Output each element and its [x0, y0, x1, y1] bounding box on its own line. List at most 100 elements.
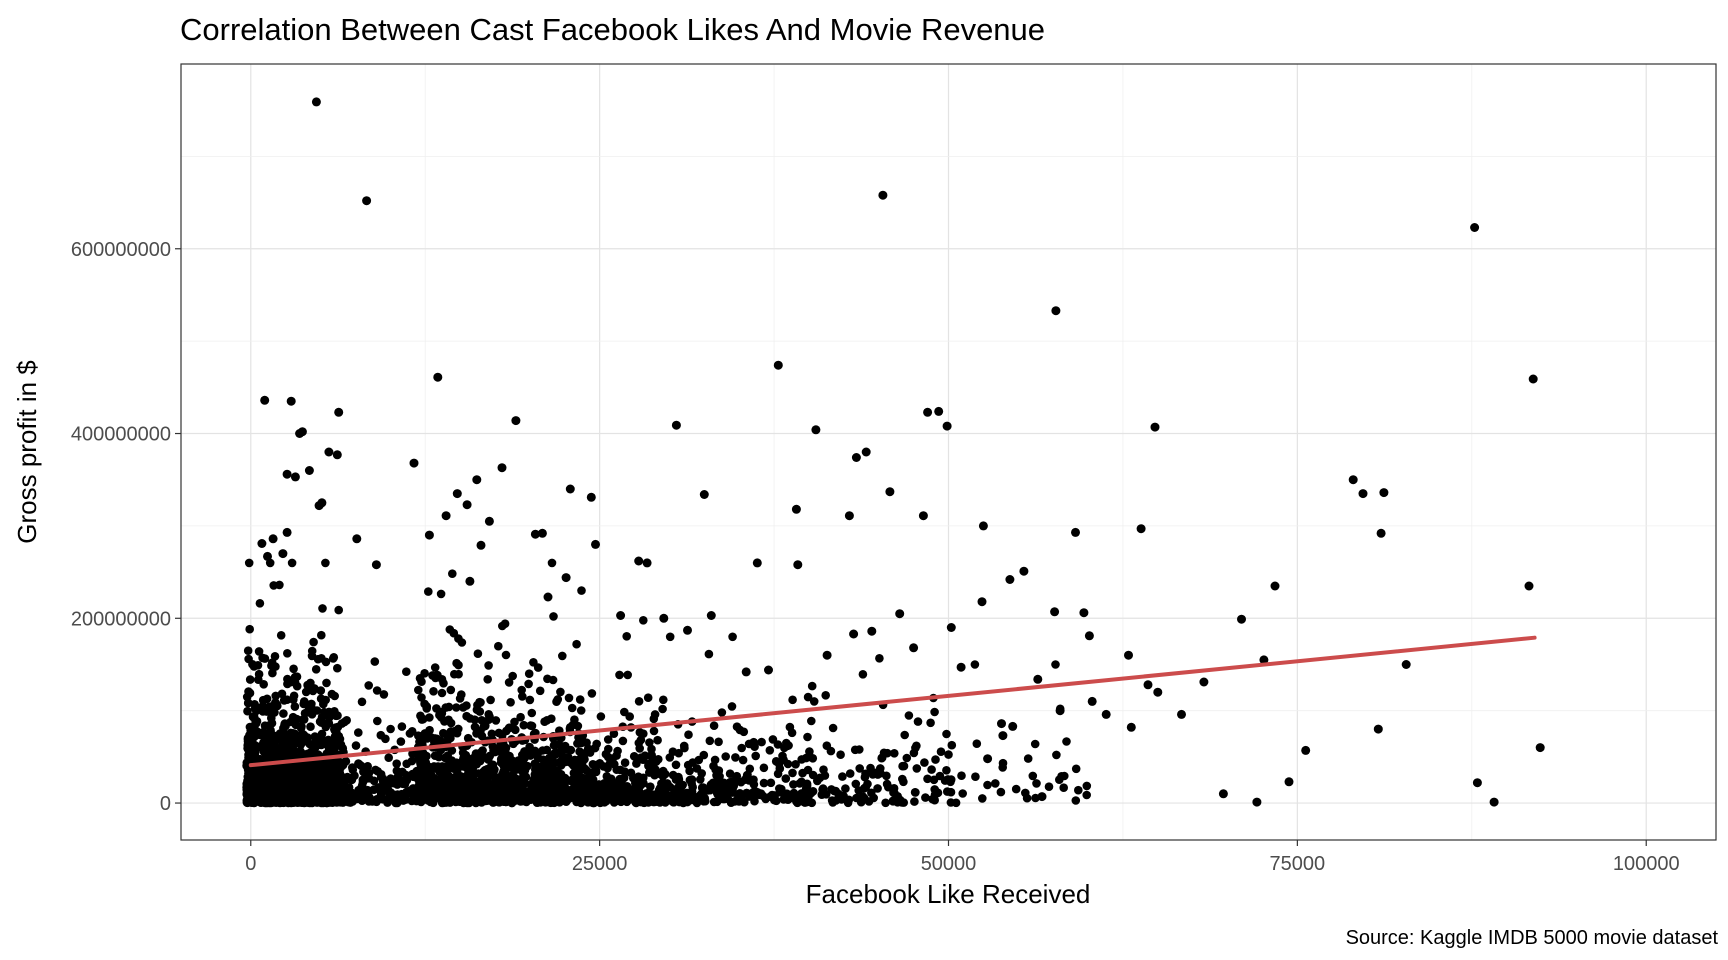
- scatter-point: [858, 670, 868, 679]
- scatter-point: [457, 690, 466, 699]
- scatter-point: [1199, 677, 1209, 687]
- scatter-point: [472, 729, 481, 738]
- scatter-point: [918, 511, 928, 521]
- scatter-point: [416, 797, 426, 806]
- scatter-point: [913, 717, 923, 726]
- scatter-point: [316, 694, 326, 703]
- scatter-point: [540, 717, 549, 726]
- scatter-point: [268, 668, 277, 678]
- scatter-point: [745, 764, 755, 774]
- scatter-point: [1143, 680, 1153, 690]
- scatter-point: [884, 782, 893, 792]
- scatter-point: [484, 661, 493, 670]
- scatter-point: [452, 489, 462, 499]
- scatter-point: [414, 775, 423, 784]
- scatter-point: [313, 783, 323, 793]
- y-tick-label: 0: [160, 793, 171, 815]
- scatter-point: [318, 604, 327, 613]
- scatter-point: [958, 789, 967, 798]
- scatter-point: [263, 745, 273, 754]
- scatter-point: [324, 719, 334, 728]
- scatter-point: [592, 739, 601, 749]
- scatter-point: [582, 774, 591, 784]
- scatter-point: [885, 487, 895, 497]
- scatter-point: [286, 750, 296, 759]
- scatter-point: [453, 764, 462, 774]
- scatter-point: [911, 788, 920, 797]
- scatter-point: [1033, 674, 1043, 684]
- scatter-point: [501, 757, 511, 767]
- scatter-point: [855, 764, 864, 773]
- scatter-point: [625, 712, 634, 721]
- scatter-point: [263, 551, 272, 561]
- scatter-point: [926, 718, 935, 728]
- scatter-point: [867, 626, 877, 636]
- scatter-point: [752, 787, 761, 797]
- scatter-point: [465, 576, 475, 586]
- scatter-point: [272, 790, 282, 800]
- scatter-point: [277, 689, 287, 699]
- y-axis-title: Gross profit in $: [12, 360, 42, 544]
- scatter-point: [904, 711, 914, 720]
- scatter-point: [286, 396, 296, 406]
- scatter-point: [503, 782, 512, 791]
- scatter-point: [527, 721, 537, 731]
- scatter-point: [260, 721, 270, 730]
- scatter-point: [788, 695, 797, 705]
- scatter-point: [620, 758, 630, 767]
- scatter-point: [284, 794, 294, 803]
- scatter-point: [712, 797, 722, 807]
- scatter-point: [978, 521, 988, 531]
- scatter-point: [281, 769, 291, 779]
- scatter-point: [836, 750, 845, 759]
- scatter-point: [511, 416, 521, 426]
- scatter-point: [454, 669, 463, 679]
- scatter-point: [445, 798, 455, 807]
- scatter-point: [454, 660, 463, 670]
- scatter-point: [473, 793, 482, 802]
- scatter-point: [348, 763, 357, 772]
- scatter-point: [998, 731, 1008, 741]
- scatter-point: [475, 707, 485, 716]
- scatter-point: [639, 616, 648, 625]
- scatter-point: [609, 780, 619, 789]
- scatter-point: [1259, 655, 1269, 665]
- scatter-point: [470, 715, 480, 724]
- scatter-point: [735, 789, 745, 798]
- scatter-point: [781, 774, 791, 783]
- scatter-point: [773, 360, 783, 370]
- scatter-point: [837, 795, 846, 804]
- scatter-point: [1535, 743, 1545, 753]
- scatter-point: [582, 796, 591, 806]
- scatter-point: [764, 665, 773, 675]
- scatter-point: [653, 735, 662, 745]
- scatter-point: [561, 573, 571, 583]
- scatter-point: [768, 735, 778, 744]
- scatter-point: [805, 752, 814, 762]
- scatter-point: [616, 611, 626, 620]
- scatter-point: [1150, 422, 1160, 432]
- scatter-point: [266, 784, 275, 794]
- scatter-point: [409, 458, 419, 468]
- scatter-point: [399, 790, 409, 800]
- scatter-point: [335, 768, 345, 778]
- scatter-point: [484, 516, 494, 526]
- scatter-point: [351, 741, 361, 750]
- scatter-point: [934, 406, 944, 416]
- scatter-point: [271, 798, 280, 807]
- scatter-point: [631, 793, 640, 803]
- scatter-point: [900, 730, 909, 740]
- scatter-point: [684, 730, 693, 739]
- scatter-point: [341, 757, 351, 766]
- scatter-point: [752, 558, 762, 568]
- scatter-point: [809, 697, 819, 706]
- scatter-point: [671, 420, 681, 430]
- scatter-point: [288, 781, 297, 791]
- scatter-point: [1055, 706, 1065, 716]
- scatter-point: [425, 725, 434, 735]
- scatter-point: [570, 794, 580, 803]
- scatter-point: [488, 760, 498, 770]
- scatter-point: [717, 708, 727, 717]
- scatter-point: [473, 649, 483, 658]
- scatter-point: [1401, 660, 1411, 669]
